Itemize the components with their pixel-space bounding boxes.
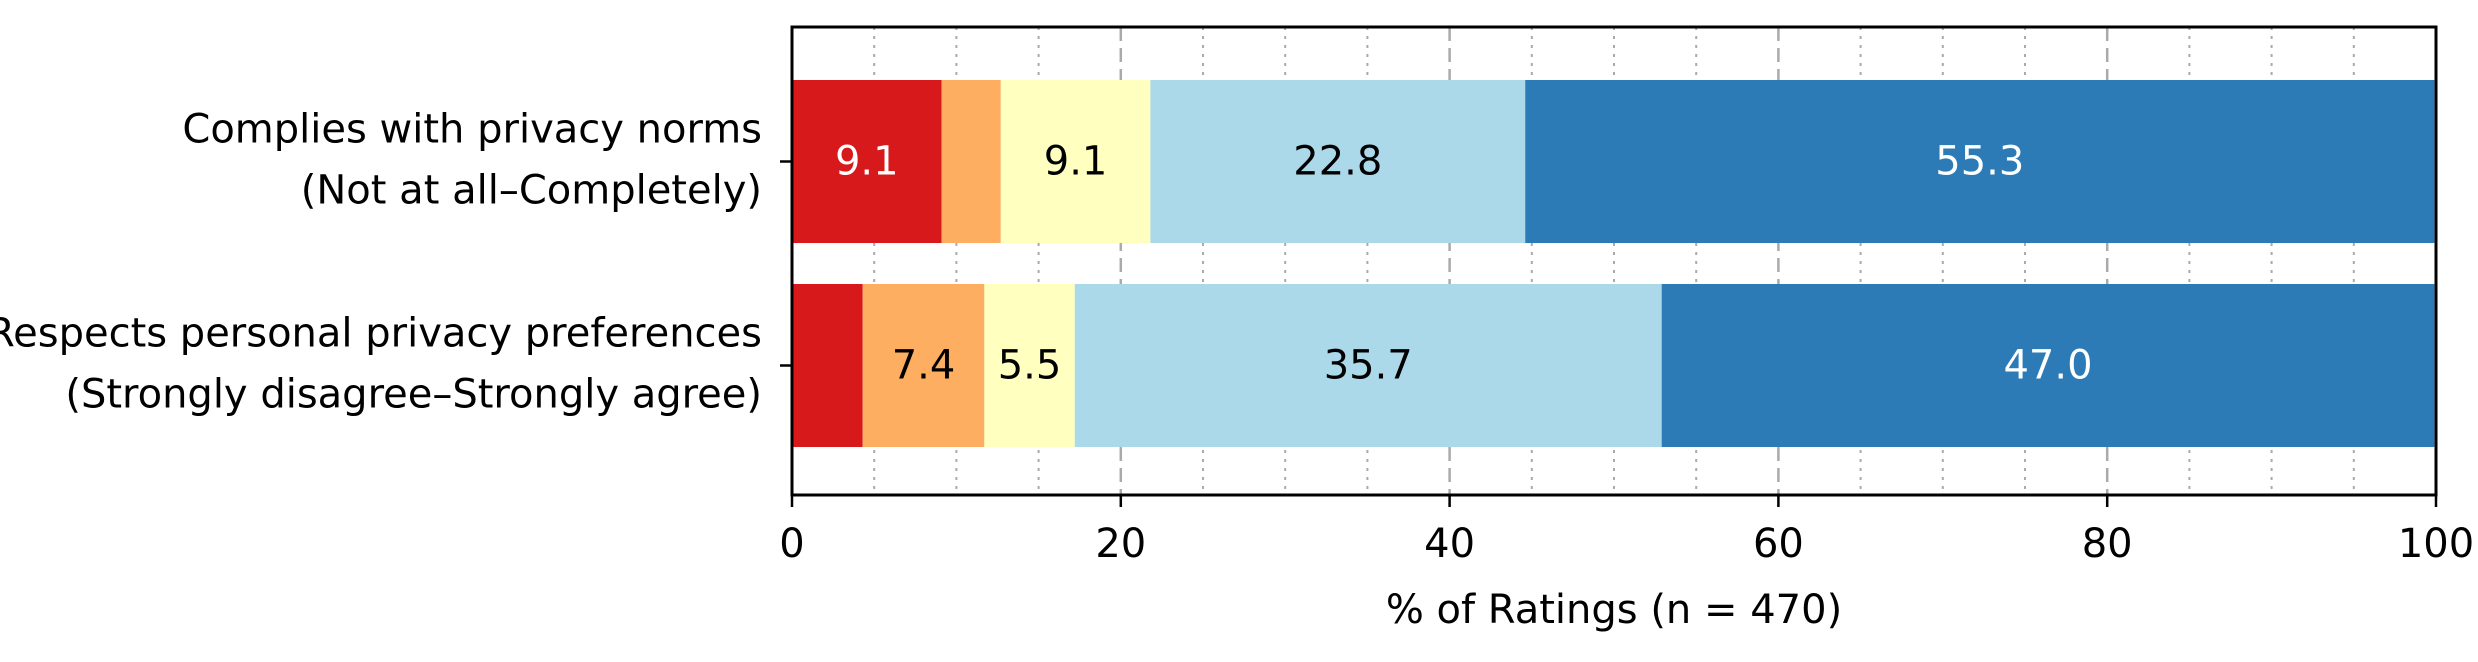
plot-frame [790, 25, 2438, 497]
value-label: 55.3 [1935, 139, 2024, 185]
x-tick-label: 100 [2398, 521, 2474, 567]
bar-segment [862, 284, 985, 447]
value-label: 22.8 [1293, 139, 1382, 185]
value-label: 7.4 [892, 343, 956, 389]
value-label: 9.1 [1044, 139, 1108, 185]
x-axis-title: % of Ratings (n = 470) [1386, 587, 1842, 633]
value-label: 5.5 [998, 343, 1062, 389]
x-tick-label: 60 [1753, 521, 1804, 567]
bar-segment [792, 284, 863, 447]
x-tick-label: 40 [1424, 521, 1475, 567]
y-tick-label: (Not at all–Completely) [301, 168, 762, 214]
value-label: 35.7 [1324, 343, 1413, 389]
bar-segment [1525, 80, 2435, 243]
bar-segment [1074, 284, 1662, 447]
bar-segment [1661, 284, 2435, 447]
bar-segment [1000, 80, 1151, 243]
x-tick-label: 20 [1095, 521, 1146, 567]
y-tick-label: Complies with privacy norms [182, 107, 762, 153]
y-tick-label: (Strongly disagree–Strongly agree) [65, 372, 762, 418]
value-label: 47.0 [2003, 343, 2092, 389]
y-tick-label: Respects personal privacy preferences [0, 311, 762, 357]
x-tick-label: 80 [2082, 521, 2133, 567]
bar-segment [984, 284, 1075, 447]
bar-segment [792, 80, 942, 243]
bar-segment [1150, 80, 1526, 243]
bar-segment [941, 80, 1001, 243]
value-label: 9.1 [835, 139, 899, 185]
x-tick-label: 0 [779, 521, 804, 567]
